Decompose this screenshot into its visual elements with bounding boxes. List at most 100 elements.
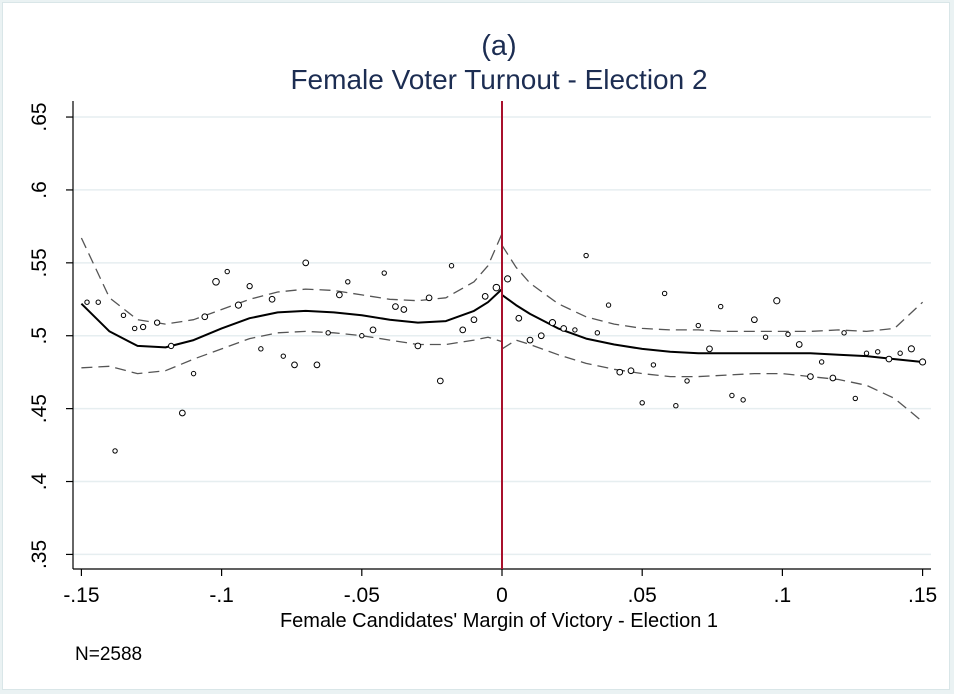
scatter-point	[841, 330, 847, 336]
scatter-point	[95, 299, 101, 305]
scatter-point	[234, 301, 243, 309]
scatter-point	[212, 277, 220, 286]
fit-line	[80, 288, 503, 349]
x-tick-label: .05	[628, 584, 657, 607]
scatter-point	[729, 392, 735, 399]
scatter-point	[414, 342, 422, 350]
point-layer	[84, 252, 927, 454]
x-tick-label: .1	[774, 584, 792, 607]
y-tick-label: .45	[28, 394, 51, 423]
y-tick-label: .55	[28, 248, 51, 277]
scatter-point	[605, 302, 612, 308]
ci-lower-line	[81, 330, 503, 375]
scatter-point	[548, 319, 557, 327]
scatter-point	[359, 333, 365, 339]
scatter-point	[795, 341, 803, 348]
scatter-point	[178, 409, 186, 417]
x-tick-label: .15	[908, 584, 937, 607]
scatter-point	[583, 252, 589, 259]
fit-line	[501, 294, 923, 363]
scatter-point	[537, 332, 545, 340]
scatter-point	[425, 294, 433, 302]
scatter-point	[167, 342, 175, 350]
x-axis-title: Female Candidates' Margin of Victory - E…	[280, 610, 718, 632]
scatter-point	[291, 361, 298, 369]
scatter-point	[627, 367, 635, 375]
scatter-point	[268, 295, 276, 303]
scatter-point	[594, 330, 601, 336]
scatter-point	[246, 283, 253, 290]
scatter-point	[863, 350, 870, 356]
x-tick-label: 0	[496, 584, 508, 607]
scatter-point	[785, 331, 791, 337]
scatter-point	[139, 323, 147, 331]
scatter-point	[345, 279, 351, 285]
scatter-point	[695, 322, 701, 329]
scatter-point	[369, 326, 377, 334]
scatter-point	[897, 350, 903, 356]
scatter-point	[718, 303, 724, 310]
scatter-point	[673, 403, 679, 409]
scatter-point	[773, 297, 781, 305]
scatter-point	[526, 336, 534, 344]
scatter-point	[560, 325, 568, 332]
y-tick-label: .5	[28, 327, 51, 345]
scatter-point	[740, 397, 746, 403]
scatter-point	[572, 327, 578, 333]
scatter-point	[706, 345, 713, 353]
scatter-point	[919, 358, 927, 366]
scatter-point	[875, 349, 881, 355]
scatter-point	[750, 316, 758, 324]
scatter-point	[470, 316, 478, 324]
scatter-point	[762, 334, 769, 340]
scatter-point	[313, 361, 321, 369]
y-tick-label: .65	[28, 102, 51, 131]
scatter-point	[829, 374, 837, 382]
y-tick-label: .4	[28, 472, 51, 490]
ci-upper-line	[501, 244, 924, 333]
scatter-point	[280, 353, 286, 359]
scatter-point	[302, 259, 310, 267]
scatter-point	[153, 319, 161, 326]
scatter-point	[684, 378, 690, 384]
scatter-point	[131, 325, 138, 332]
chart-svg: (a) Female Voter Turnout - Election 2 .3…	[28, 30, 937, 665]
scatter-point	[807, 373, 814, 380]
x-tick-label: -.1	[209, 584, 234, 607]
scatter-point	[616, 368, 624, 376]
scatter-point	[885, 355, 893, 363]
scatter-point	[639, 400, 645, 406]
scatter-point	[392, 303, 399, 310]
ci-lower-line	[501, 339, 924, 423]
scatter-point	[336, 291, 343, 299]
scatter-point	[112, 448, 118, 454]
scatter-point	[661, 290, 668, 297]
scatter-point	[481, 293, 489, 300]
scatter-point	[400, 306, 408, 313]
y-tick-label: .6	[28, 181, 51, 199]
scatter-point	[818, 359, 825, 365]
scatter-point	[650, 362, 657, 368]
scatter-point	[258, 346, 264, 352]
scatter-point	[325, 330, 331, 336]
scatter-point	[120, 312, 127, 319]
scatter-point	[852, 395, 858, 402]
scatter-point	[381, 270, 387, 276]
scatter-point	[448, 263, 455, 269]
x-tick-label: -.15	[63, 584, 99, 607]
scatter-point	[436, 377, 444, 385]
scatter-point	[492, 283, 501, 292]
scatter-point	[84, 299, 90, 305]
chart-subtitle: Female Voter Turnout - Election 2	[290, 64, 707, 95]
scatter-point	[201, 313, 209, 321]
y-tick-label: .35	[28, 540, 51, 569]
scatter-point	[907, 345, 915, 353]
scatter-point	[459, 326, 467, 334]
x-tick-label: -.05	[344, 584, 380, 607]
scatter-point	[224, 268, 230, 275]
axis-layer: .35 .4 .45 .5 .55 .6 .65 -.15 -.1 -.05 0 .05 .1 .15	[28, 101, 937, 607]
sample-size-note: N=2588	[75, 644, 142, 665]
scatter-point	[504, 275, 512, 283]
chart-title: (a)	[481, 30, 516, 62]
